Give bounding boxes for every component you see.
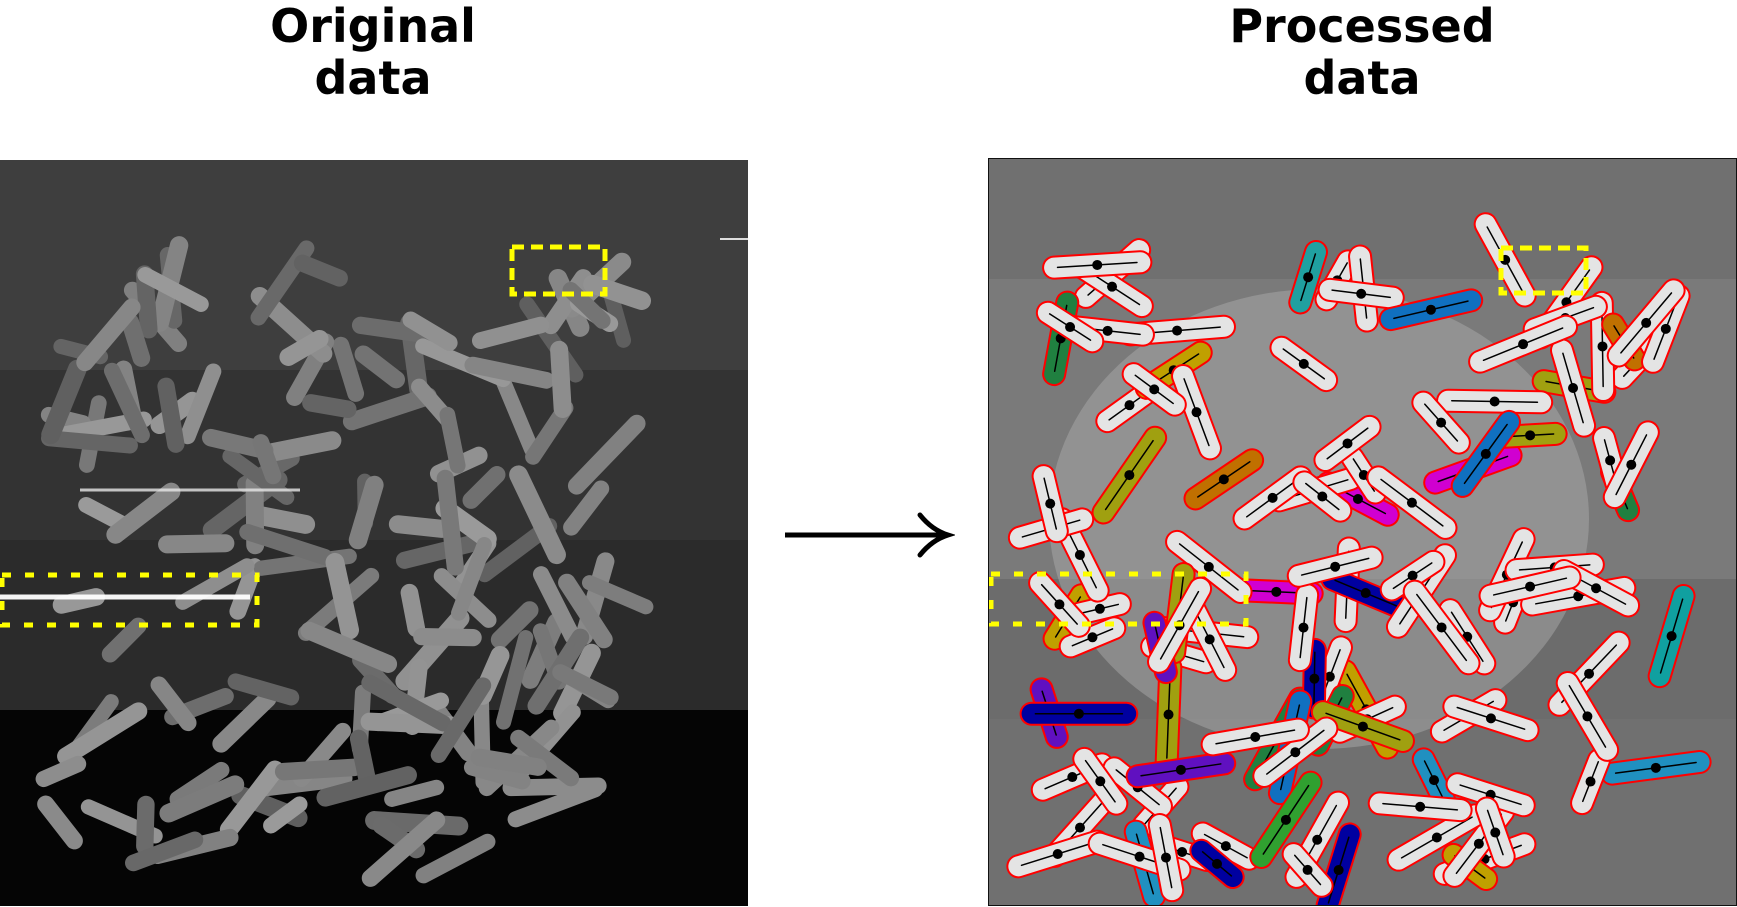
dotted-box-left-processed <box>989 571 1249 627</box>
original-title-line-1: Original <box>270 0 476 53</box>
processed-data-image <box>988 158 1737 906</box>
processed-title-line-2: data <box>1303 51 1421 105</box>
original-image-svg <box>0 160 748 906</box>
original-title-line-2: data <box>314 51 432 105</box>
processed-title-line-1: Processed <box>1229 0 1495 53</box>
processed-data-title: Processed data <box>1152 0 1572 104</box>
dashed-box-top <box>509 244 608 297</box>
original-data-title: Original data <box>163 0 583 104</box>
processed-image-svg <box>989 159 1736 905</box>
original-data-image <box>0 160 748 906</box>
dotted-box-left <box>0 572 260 628</box>
dashed-box-top-processed <box>1498 245 1589 296</box>
right-arrow-icon <box>780 510 955 560</box>
